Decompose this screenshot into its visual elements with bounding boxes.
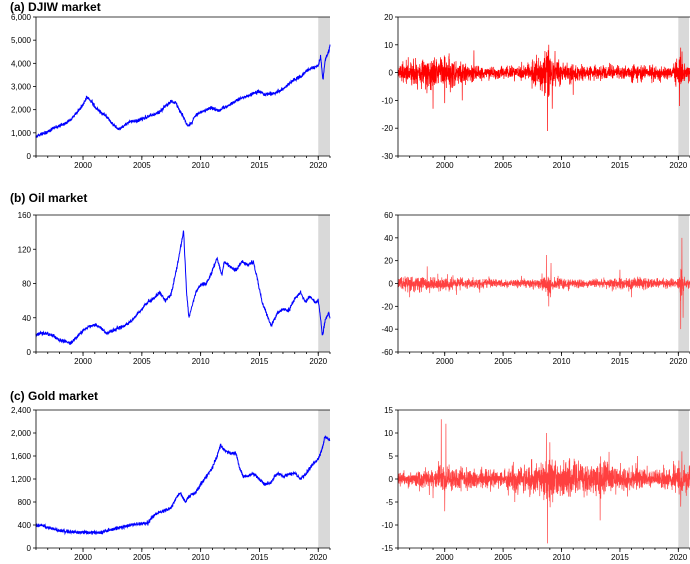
- y-tick-label: 2,400: [11, 406, 32, 415]
- x-tick-label: 2000: [74, 553, 92, 562]
- x-tick-label: 2015: [251, 553, 269, 562]
- chart-panel-1: 0 1,000 2,000 3,000 4,000 5,000 6,000 2000 2005 2…: [10, 0, 331, 170]
- x-tick-label: 2010: [192, 357, 210, 366]
- y-tick-label: 1,000: [11, 129, 32, 138]
- y-tick-label: -60: [381, 348, 393, 357]
- x-tick-label: 2005: [494, 357, 512, 366]
- y-tick-label: 0: [389, 475, 394, 484]
- x-tick-label: 2010: [553, 161, 571, 170]
- series-line: [35, 230, 331, 346]
- y-tick-label: 6,000: [11, 13, 32, 22]
- chart-panel-6: -15 -10 -5 0 5 10 15 2000 2005 2010 2015 2020: [381, 406, 690, 562]
- x-tick-label: 2015: [611, 357, 629, 366]
- x-tick-label: 2005: [494, 553, 512, 562]
- x-tick-label: 2020: [309, 357, 327, 366]
- chart-panel-5: 0 400 800 1,200 1,600 2,000 2,400 2000 2005 2010 2…: [10, 389, 331, 562]
- x-tick-label: 2015: [611, 161, 629, 170]
- x-tick-label: 2010: [553, 553, 571, 562]
- series-line: [35, 435, 331, 536]
- shaded-region: [318, 410, 330, 548]
- x-tick-label: 2000: [436, 357, 454, 366]
- x-tick-label: 2000: [74, 161, 92, 170]
- y-tick-label: 400: [18, 521, 32, 530]
- x-tick-label: 2015: [611, 553, 629, 562]
- y-tick-label: -10: [381, 96, 393, 105]
- x-tick-label: 2005: [133, 357, 151, 366]
- x-tick-label: 2020: [669, 553, 687, 562]
- panel-title: (a) DJIW market: [10, 0, 101, 14]
- y-tick-label: 40: [384, 234, 393, 243]
- y-tick-label: 0: [27, 544, 32, 553]
- x-tick-label: 2000: [436, 553, 454, 562]
- y-tick-label: -5: [386, 498, 394, 507]
- y-tick-label: 0: [27, 348, 32, 357]
- x-tick-label: 2015: [251, 357, 269, 366]
- y-tick-label: 1,600: [11, 452, 32, 461]
- y-tick-label: 10: [384, 429, 393, 438]
- x-tick-label: 2020: [309, 161, 327, 170]
- y-tick-label: -10: [381, 521, 393, 530]
- y-tick-label: 0: [389, 69, 394, 78]
- chart-panel-2: -30 -20 -10 0 10 20 2000 2005 2010 2015 2020: [381, 13, 690, 170]
- x-tick-label: 2005: [133, 161, 151, 170]
- y-tick-label: 15: [384, 406, 393, 415]
- panel-title: (c) Gold market: [10, 389, 98, 403]
- y-tick-label: 0: [389, 280, 394, 289]
- x-tick-label: 2005: [133, 553, 151, 562]
- chart-panel-4: -60 -40 -20 0 20 40 60 2000 2005 2010 2015 2020: [381, 211, 690, 366]
- panel-title: (b) Oil market: [10, 191, 87, 205]
- x-tick-label: 2010: [192, 161, 210, 170]
- y-tick-label: 20: [384, 13, 393, 22]
- y-tick-label: -30: [381, 152, 393, 161]
- y-tick-label: 5: [389, 452, 394, 461]
- x-tick-label: 2000: [436, 161, 454, 170]
- y-tick-label: 2,000: [11, 429, 32, 438]
- y-tick-label: -20: [381, 124, 393, 133]
- x-tick-label: 2015: [251, 161, 269, 170]
- series-line: [397, 419, 690, 544]
- y-tick-label: 40: [22, 314, 31, 323]
- y-tick-label: 10: [384, 41, 393, 50]
- shaded-region: [678, 17, 689, 156]
- y-tick-label: 160: [18, 211, 32, 220]
- y-tick-label: 20: [384, 257, 393, 266]
- x-tick-label: 2000: [74, 357, 92, 366]
- y-tick-label: 5,000: [11, 36, 32, 45]
- x-tick-label: 2020: [669, 357, 687, 366]
- y-tick-label: 2,000: [11, 106, 32, 115]
- y-tick-label: 60: [384, 211, 393, 220]
- x-tick-label: 2020: [669, 161, 687, 170]
- x-tick-label: 2010: [553, 357, 571, 366]
- series-line: [397, 237, 690, 330]
- y-tick-label: -20: [381, 302, 393, 311]
- x-tick-label: 2010: [192, 553, 210, 562]
- y-tick-label: 80: [22, 280, 31, 289]
- y-tick-label: -15: [381, 544, 393, 553]
- x-tick-label: 2020: [309, 553, 327, 562]
- y-tick-label: 1,200: [11, 475, 32, 484]
- chart-panel-3: 0 40 80 120 160 2000 2005 2010 2015 2020 (b) Oil m…: [10, 191, 331, 366]
- series-line: [397, 44, 690, 131]
- y-tick-label: 800: [18, 498, 32, 507]
- shaded-region: [318, 17, 330, 156]
- shaded-region: [318, 215, 330, 352]
- y-tick-label: 0: [27, 152, 32, 161]
- y-tick-label: -40: [381, 325, 393, 334]
- y-tick-label: 4,000: [11, 59, 32, 68]
- y-tick-label: 120: [18, 245, 32, 254]
- y-tick-label: 3,000: [11, 83, 32, 92]
- series-line: [35, 44, 331, 139]
- x-tick-label: 2005: [494, 161, 512, 170]
